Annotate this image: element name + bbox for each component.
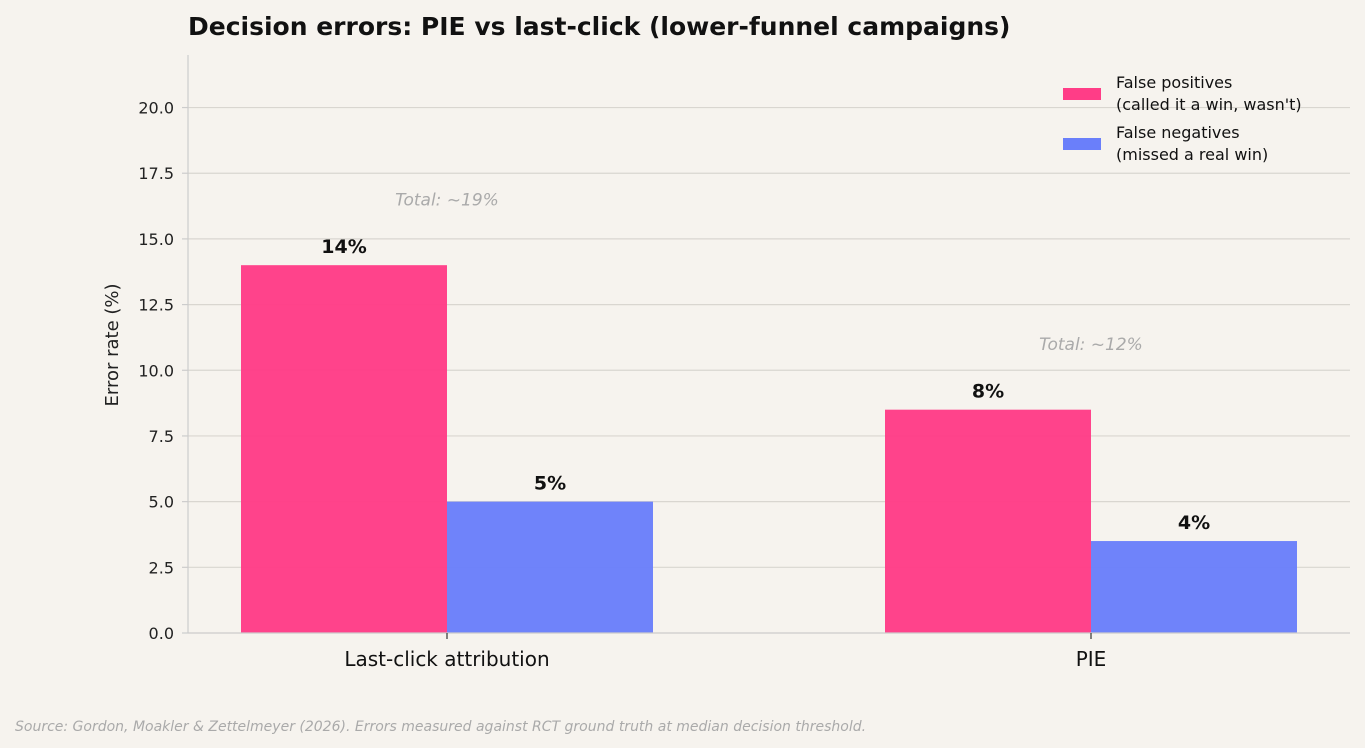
y-axis-label: Error rate (%) xyxy=(102,283,123,406)
chart-title: Decision errors: PIE vs last-click (lowe… xyxy=(188,12,1010,41)
bar-value-label: 14% xyxy=(321,236,366,258)
bar-value-label: 5% xyxy=(534,473,566,495)
y-tick-label: 15.0 xyxy=(138,230,174,249)
source-note: Source: Gordon, Moakler & Zettelmeyer (2… xyxy=(15,719,866,735)
y-tick-label: 10.0 xyxy=(138,361,174,380)
legend-swatch xyxy=(1063,88,1101,100)
axes: 0.0 2.5 5.0 7.5 10.0 12.5 15.0 17.5 20.0 Last-cli… xyxy=(138,55,1350,671)
total-annotation: Total: ~12% xyxy=(1039,335,1143,355)
bar-false-negatives xyxy=(1091,541,1297,633)
y-tick-label: 2.5 xyxy=(149,558,174,577)
y-tick-label: 12.5 xyxy=(138,296,174,315)
y-tick-label: 0.0 xyxy=(149,624,174,643)
y-tick-label: 7.5 xyxy=(149,427,174,446)
data-labels: 14% 8% 5% 4% Total: ~19% Total: ~12% xyxy=(321,191,1210,535)
total-annotation: Total: ~19% xyxy=(395,191,499,211)
bar-false-positives xyxy=(885,409,1091,633)
bar-false-positives xyxy=(241,265,447,633)
y-tick-label: 17.5 xyxy=(138,164,174,183)
bar-false-negatives xyxy=(447,501,653,633)
bars xyxy=(241,265,1297,633)
legend: False positives (called it a win, wasn't)… xyxy=(1063,73,1302,164)
legend-label: False positives (called it a win, wasn't) xyxy=(1116,73,1302,114)
legend-swatch xyxy=(1063,138,1101,150)
bar-value-label: 4% xyxy=(1178,512,1210,534)
bar-value-label: 8% xyxy=(972,381,1004,403)
legend-label: False negatives (missed a real win) xyxy=(1116,123,1268,164)
x-category-label: PIE xyxy=(1076,647,1107,671)
y-tick-label: 20.0 xyxy=(138,99,174,118)
y-tick-label: 5.0 xyxy=(149,493,174,512)
x-category-label: Last-click attribution xyxy=(344,647,549,671)
